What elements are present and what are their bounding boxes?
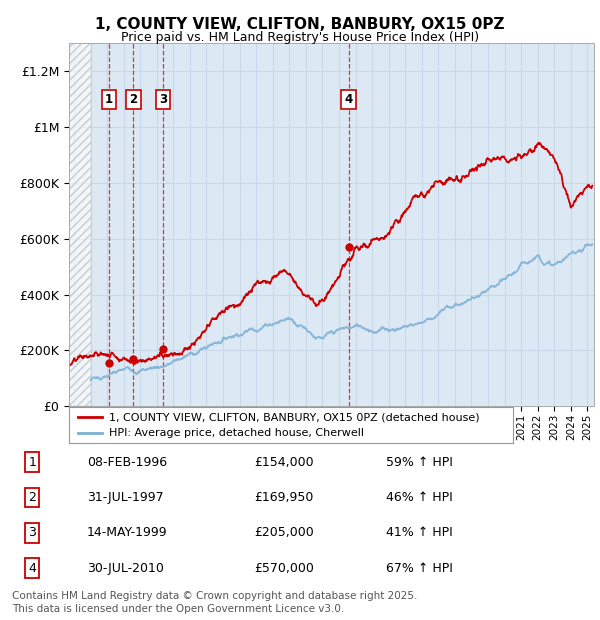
Bar: [69, 43, 91, 406]
Text: 3: 3: [28, 526, 36, 539]
Text: 2: 2: [129, 93, 137, 106]
Text: 1, COUNTY VIEW, CLIFTON, BANBURY, OX15 0PZ: 1, COUNTY VIEW, CLIFTON, BANBURY, OX15 0…: [95, 17, 505, 32]
Text: Contains HM Land Registry data © Crown copyright and database right 2025.
This d: Contains HM Land Registry data © Crown c…: [12, 591, 418, 614]
Text: 3: 3: [159, 93, 167, 106]
Text: 1: 1: [105, 93, 113, 106]
Text: HPI: Average price, detached house, Cherwell: HPI: Average price, detached house, Cher…: [109, 428, 364, 438]
Text: £570,000: £570,000: [254, 562, 314, 575]
Text: 4: 4: [28, 562, 36, 575]
Text: 59% ↑ HPI: 59% ↑ HPI: [386, 456, 453, 469]
Text: 31-JUL-1997: 31-JUL-1997: [87, 491, 164, 504]
Text: 08-FEB-1996: 08-FEB-1996: [87, 456, 167, 469]
Text: £205,000: £205,000: [254, 526, 314, 539]
Text: 1, COUNTY VIEW, CLIFTON, BANBURY, OX15 0PZ (detached house): 1, COUNTY VIEW, CLIFTON, BANBURY, OX15 0…: [109, 412, 479, 422]
Text: £154,000: £154,000: [254, 456, 314, 469]
Text: Price paid vs. HM Land Registry's House Price Index (HPI): Price paid vs. HM Land Registry's House …: [121, 31, 479, 44]
Text: 4: 4: [344, 93, 353, 106]
Text: 2: 2: [28, 491, 36, 504]
Text: 14-MAY-1999: 14-MAY-1999: [87, 526, 167, 539]
Text: 46% ↑ HPI: 46% ↑ HPI: [386, 491, 453, 504]
Text: 1: 1: [28, 456, 36, 469]
Text: 67% ↑ HPI: 67% ↑ HPI: [386, 562, 453, 575]
Text: £169,950: £169,950: [254, 491, 313, 504]
Text: 41% ↑ HPI: 41% ↑ HPI: [386, 526, 453, 539]
Text: 30-JUL-2010: 30-JUL-2010: [87, 562, 164, 575]
